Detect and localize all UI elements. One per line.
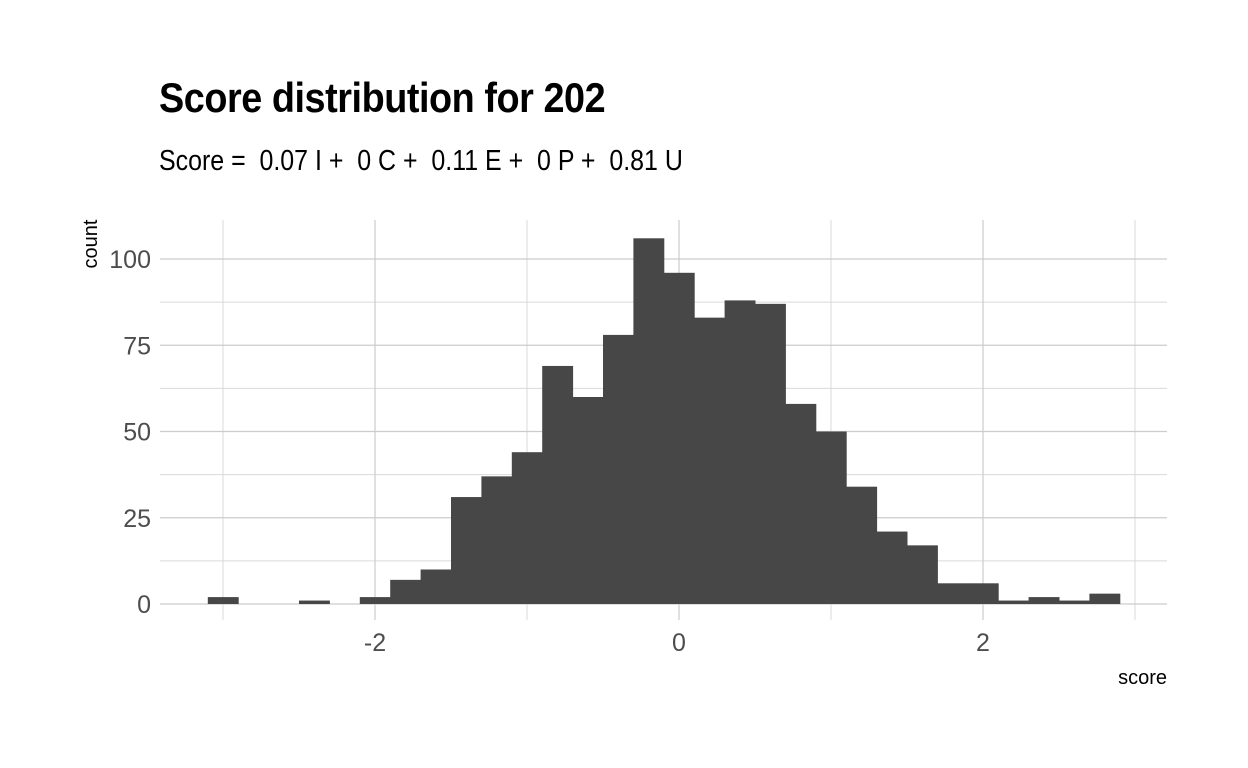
histogram-bar (876, 531, 908, 604)
y-tick-label: 25 (123, 505, 151, 533)
histogram-bar (572, 397, 604, 604)
histogram-bar (815, 431, 847, 604)
histogram-bar (937, 583, 969, 604)
histogram-bar (603, 334, 634, 604)
x-tick-label: 2 (976, 629, 990, 657)
x-tick-label: 0 (672, 629, 686, 657)
histogram-bar (359, 597, 391, 604)
y-tick-label: 0 (137, 591, 151, 619)
chart-title: Score distribution for 202 (159, 74, 606, 121)
histogram-bar (1089, 593, 1121, 604)
y-tick-label: 75 (123, 332, 151, 360)
histogram-bar (724, 300, 756, 604)
histogram-bar (755, 303, 786, 604)
histogram-bar (451, 497, 482, 604)
histogram-bar (1028, 597, 1060, 604)
x-axis-title: score (1118, 667, 1167, 689)
x-tick-label: -2 (364, 629, 386, 657)
histogram-bar (511, 452, 543, 604)
y-tick-label: 50 (123, 419, 151, 447)
x-axis-ticks: -2 0 2 (364, 629, 990, 657)
histogram-bar (907, 545, 938, 604)
histogram-bar (663, 272, 695, 604)
histogram-bar (420, 569, 452, 604)
histogram-bar (1059, 600, 1090, 604)
histogram-bar (299, 600, 330, 604)
histogram-bar (785, 403, 817, 604)
histogram-bar (390, 579, 422, 604)
histogram-bar (633, 238, 665, 605)
chart-subtitle: Score = 0.07 I + 0 C + 0.11 E + 0 P + 0.… (159, 145, 683, 177)
histogram-bar (846, 486, 878, 604)
y-tick-label: 100 (109, 246, 151, 274)
histogram-bar (967, 583, 999, 604)
histogram-bar (481, 476, 513, 604)
histogram-bar (207, 597, 239, 604)
histogram-bar (998, 600, 1030, 604)
histogram-bar (694, 317, 726, 604)
histogram-bar (542, 365, 574, 604)
y-axis-title: count (80, 219, 102, 268)
y-axis-ticks: 0 25 50 75 100 (109, 246, 151, 619)
histogram-bars (207, 238, 1121, 605)
